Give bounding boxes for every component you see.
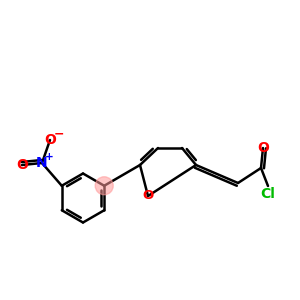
Text: O: O bbox=[44, 133, 56, 147]
Text: −: − bbox=[53, 128, 64, 140]
Text: O: O bbox=[16, 158, 28, 172]
Text: O: O bbox=[142, 190, 154, 202]
Text: Cl: Cl bbox=[261, 188, 275, 202]
Circle shape bbox=[95, 177, 113, 195]
Text: N: N bbox=[36, 156, 48, 170]
Text: +: + bbox=[45, 152, 54, 162]
Text: O: O bbox=[257, 141, 269, 155]
